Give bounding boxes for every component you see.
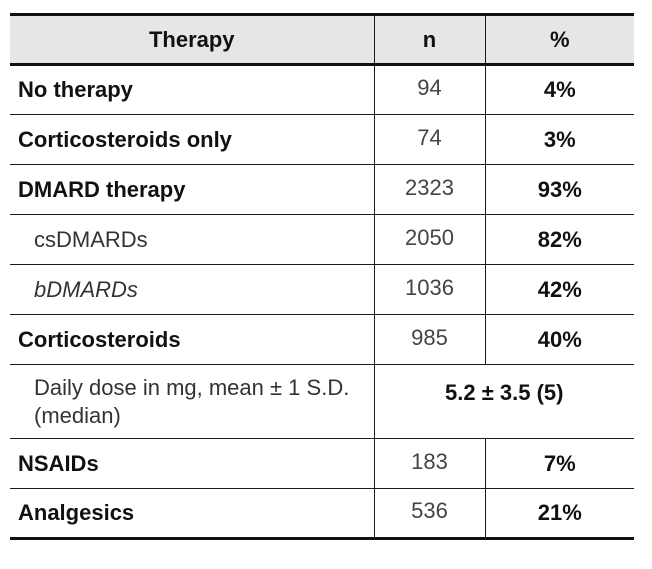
- row-n: 2050: [373, 214, 485, 265]
- header-therapy: Therapy: [10, 13, 374, 66]
- table-row: csDMARDs 2050 82%: [10, 214, 634, 265]
- row-percent: 42%: [484, 264, 634, 315]
- table-row-dose: Daily dose in mg, mean ± 1 S.D. (median)…: [10, 364, 634, 439]
- row-label: No therapy: [10, 64, 374, 115]
- row-n: 985: [373, 314, 485, 365]
- row-percent: 7%: [484, 438, 634, 489]
- row-n: 2323: [373, 164, 485, 215]
- row-percent: 3%: [484, 114, 634, 165]
- table-header: Therapy n %: [10, 13, 634, 66]
- row-label: Analgesics: [10, 488, 374, 540]
- row-n: 183: [373, 438, 485, 489]
- row-label: Corticosteroids: [10, 314, 374, 365]
- row-percent: 93%: [484, 164, 634, 215]
- table-row: bDMARDs 1036 42%: [10, 264, 634, 315]
- row-label: NSAIDs: [10, 438, 374, 489]
- row-percent: 21%: [484, 488, 634, 540]
- row-label: csDMARDs: [10, 214, 374, 265]
- header-row: Therapy n %: [10, 13, 634, 66]
- table-row: NSAIDs 183 7%: [10, 438, 634, 489]
- table-body: No therapy 94 4% Corticosteroids only 74…: [10, 64, 634, 540]
- row-percent: 40%: [484, 314, 634, 365]
- header-n: n: [373, 13, 485, 66]
- table-row: No therapy 94 4%: [10, 64, 634, 115]
- therapy-table: Therapy n % No therapy 94 4% Corticoster…: [10, 13, 634, 540]
- row-n: 74: [373, 114, 485, 165]
- row-percent: 4%: [484, 64, 634, 115]
- row-percent: 82%: [484, 214, 634, 265]
- header-percent: %: [484, 13, 634, 66]
- row-n: 94: [373, 64, 485, 115]
- row-label: bDMARDs: [10, 264, 374, 315]
- table-row: DMARD therapy 2323 93%: [10, 164, 634, 215]
- row-label: DMARD therapy: [10, 164, 374, 215]
- dose-value: 5.2 ± 3.5 (5): [373, 364, 634, 439]
- row-n: 1036: [373, 264, 485, 315]
- table-row: Analgesics 536 21%: [10, 488, 634, 540]
- table-row: Corticosteroids 985 40%: [10, 314, 634, 365]
- row-label: Daily dose in mg, mean ± 1 S.D. (median): [10, 364, 374, 439]
- therapy-table-container: Therapy n % No therapy 94 4% Corticoster…: [10, 13, 634, 540]
- row-n: 536: [373, 488, 485, 540]
- table-row: Corticosteroids only 74 3%: [10, 114, 634, 165]
- row-label: Corticosteroids only: [10, 114, 374, 165]
